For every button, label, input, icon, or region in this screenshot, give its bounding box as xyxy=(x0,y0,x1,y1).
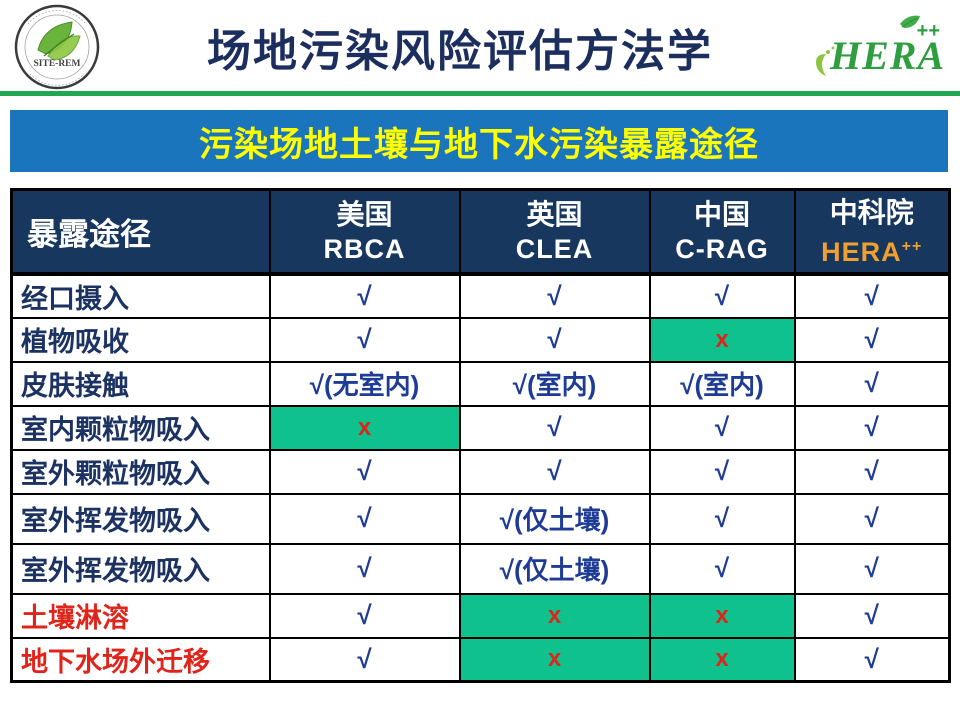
cell-checkmark: √ xyxy=(648,448,796,495)
column-country-label: 中国 xyxy=(693,199,750,231)
hera-logo: HERA ++ xyxy=(804,10,944,88)
cell-x-mark: x xyxy=(458,592,651,639)
cell-checkmark: √ xyxy=(458,272,651,319)
column-standard-label: RBCA xyxy=(272,233,458,265)
exposure-pathway-table: 暴露途径 美国 RBCA 英国 CLEA 中国 C-RAG 中科院 HERA++ 经口摄入 √ √… xyxy=(10,188,951,683)
standard-acronym: CLEA xyxy=(515,234,594,265)
standard-acronym: HERA xyxy=(821,236,902,267)
cell-checkmark: √ xyxy=(268,272,461,319)
cell-checkmark: √ xyxy=(458,316,651,363)
column-header-clea: 英国 CLEA xyxy=(458,188,651,276)
cell-checkmark: √(室内) xyxy=(648,360,796,407)
cell-x-mark: x xyxy=(268,404,461,451)
row-label: 经口摄入 xyxy=(10,272,271,319)
section-banner: 污染场地土壤与地下水污染暴露途径 xyxy=(10,110,948,172)
cell-checkmark: √ xyxy=(268,542,461,595)
site-rem-logo: SITE-REM xyxy=(14,4,100,90)
table-row: 室外挥发物吸入 √ √(仅土壤) √ √ xyxy=(10,542,951,595)
table-row: 经口摄入 √ √ √ √ xyxy=(10,272,951,319)
cell-checkmark: √ xyxy=(793,360,951,407)
table-row: 植物吸收 √ √ x √ xyxy=(10,316,951,363)
hera-leaf-icon xyxy=(816,15,920,76)
cell-checkmark: √ xyxy=(793,592,951,639)
cell-checkmark: √ xyxy=(648,404,796,451)
cell-checkmark: √ xyxy=(793,542,951,595)
table-row: 土壤淋溶 √ x x √ xyxy=(10,592,951,639)
cell-x-mark: x xyxy=(648,636,796,683)
cell-checkmark: √ xyxy=(268,636,461,683)
standard-acronym: C-RAG xyxy=(675,234,769,265)
cell-checkmark: √(仅土壤) xyxy=(458,542,651,595)
row-label: 室外挥发物吸入 xyxy=(10,542,271,595)
row-label: 土壤淋溶 xyxy=(10,592,271,639)
cell-checkmark: √ xyxy=(268,592,461,639)
cell-checkmark: √ xyxy=(458,404,651,451)
table-row: 室外颗粒物吸入 √ √ √ √ xyxy=(10,448,951,495)
column-country-label: 美国 xyxy=(336,199,393,231)
cell-checkmark: √ xyxy=(793,636,951,683)
row-label: 植物吸收 xyxy=(10,316,271,363)
green-divider xyxy=(0,91,960,96)
standard-superscript: ++ xyxy=(901,237,923,255)
cell-checkmark: √ xyxy=(793,448,951,495)
cell-checkmark: √(室内) xyxy=(458,360,651,407)
hera-logo-text: HERA xyxy=(830,33,946,78)
column-header-rbca: 美国 RBCA xyxy=(268,188,461,276)
cell-checkmark: √ xyxy=(793,404,951,451)
site-rem-seal-icon: SITE-REM xyxy=(14,4,100,90)
cell-checkmark: √(无室内) xyxy=(268,360,461,407)
cell-x-mark: x xyxy=(648,316,796,363)
cell-checkmark: √ xyxy=(268,492,461,545)
hera-logo-superscript: ++ xyxy=(916,20,940,42)
row-label: 皮肤接触 xyxy=(10,360,271,407)
table-row: 室内颗粒物吸入 x √ √ √ xyxy=(10,404,951,451)
cell-checkmark: √ xyxy=(268,316,461,363)
cell-checkmark: √ xyxy=(648,542,796,595)
column-header-hera: 中科院 HERA++ xyxy=(793,188,951,276)
cell-checkmark: √ xyxy=(648,492,796,545)
column-standard-label: C-RAG xyxy=(652,233,793,265)
row-label: 室外颗粒物吸入 xyxy=(10,448,271,495)
cell-checkmark: √ xyxy=(793,316,951,363)
column-header-c-rag: 中国 C-RAG xyxy=(648,188,796,276)
section-banner-title: 污染场地土壤与地下水污染暴露途径 xyxy=(199,125,759,164)
table-row: 地下水场外迁移 √ x x √ xyxy=(10,636,951,683)
site-rem-label: SITE-REM xyxy=(34,59,81,69)
column-standard-label: HERA++ xyxy=(797,231,948,268)
column-standard-label: CLEA xyxy=(462,233,648,265)
cell-checkmark: √ xyxy=(268,448,461,495)
page-title: 场地污染风险评估方法学 xyxy=(207,27,713,76)
column-country-label: 中科院 xyxy=(829,196,914,228)
corner-header: 暴露途径 xyxy=(10,188,271,276)
cell-checkmark: √ xyxy=(793,272,951,319)
cell-x-mark: x xyxy=(648,592,796,639)
column-country-label: 英国 xyxy=(526,199,583,231)
table-header-row: 暴露途径 美国 RBCA 英国 CLEA 中国 C-RAG 中科院 HERA++ xyxy=(10,188,951,276)
row-label: 室外挥发物吸入 xyxy=(10,492,271,545)
cell-x-mark: x xyxy=(458,636,651,683)
row-label: 室内颗粒物吸入 xyxy=(10,404,271,451)
table-row: 室外挥发物吸入 √ √(仅土壤) √ √ xyxy=(10,492,951,545)
cell-checkmark: √ xyxy=(648,272,796,319)
row-label: 地下水场外迁移 xyxy=(10,636,271,683)
cell-checkmark: √(仅土壤) xyxy=(458,492,651,545)
cell-checkmark: √ xyxy=(458,448,651,495)
standard-acronym: RBCA xyxy=(323,234,406,265)
table-row: 皮肤接触 √(无室内) √(室内) √(室内) √ xyxy=(10,360,951,407)
cell-checkmark: √ xyxy=(793,492,951,545)
